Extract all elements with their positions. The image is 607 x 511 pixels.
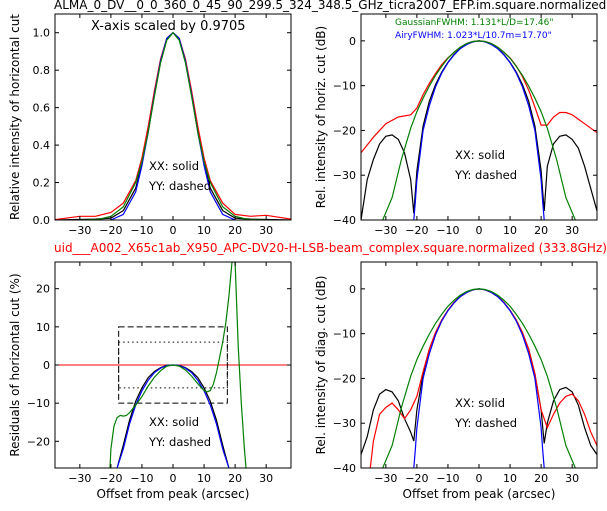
x-tick-label: −30 <box>374 224 397 237</box>
x-tick-label: −20 <box>405 472 428 485</box>
y-tick-label: 20 <box>36 283 50 296</box>
x-tick-label: 10 <box>197 472 211 485</box>
legend-line: XX: solid <box>455 148 505 162</box>
y-tick-label: 10 <box>36 321 50 334</box>
x-tick-label: 0 <box>170 472 177 485</box>
x-tick-label: −20 <box>405 224 428 237</box>
y-tick-label: −20 <box>333 372 356 385</box>
x-tick-label: 20 <box>534 472 548 485</box>
figure-title-top: ALMA_0_DV__0_0_360_0_45_90_299.5_324_348… <box>54 0 606 12</box>
x-tick-label: −20 <box>99 224 122 237</box>
y-axis-label: Residuals of horizontal cut (%) <box>8 273 22 456</box>
scale-annotation: X-axis scaled by 0.9705 <box>91 19 246 34</box>
x-tick-label: 10 <box>503 224 517 237</box>
x-tick-label: 30 <box>259 224 273 237</box>
y-tick-label: −40 <box>333 462 356 475</box>
y-tick-label: −10 <box>333 328 356 341</box>
panel-bottom-left: −30 −20 −10 0 10 20 30 20 10 0 −10 −20 Residuals of … <box>8 261 292 501</box>
x-tick-label: 0 <box>476 224 483 237</box>
panel-top-left: −30 −20 −10 0 10 20 30 0.0 0.2 0.4 0.6 0.8 1.0 Relati… <box>8 13 292 237</box>
series-line-3 <box>79 31 267 220</box>
y-tick-label: 0 <box>349 35 356 48</box>
y-tick-label: 0.4 <box>33 139 51 152</box>
y-tick-label: −20 <box>333 124 356 137</box>
y-tick-label: 0.8 <box>33 64 51 77</box>
legend-line: YY: dashed <box>454 416 517 430</box>
y-tick-label: 0.2 <box>33 177 51 190</box>
x-tick-label: 20 <box>228 224 242 237</box>
panel-top-right: −30 −20 −10 0 10 20 30 0 −10 −20 −30 −40 Rel. intens… <box>314 13 598 237</box>
x-tick-label: 30 <box>565 224 579 237</box>
legend-line: XX: solid <box>149 159 199 173</box>
y-tick-label: −30 <box>333 417 356 430</box>
x-tick-label: 10 <box>503 472 517 485</box>
x-tick-label: −10 <box>436 472 459 485</box>
y-tick-label: −10 <box>27 397 50 410</box>
x-axis-label: Offset from peak (arcsec) <box>97 487 250 501</box>
x-tick-label: −20 <box>99 472 122 485</box>
tolerance-box-dotted <box>118 341 228 389</box>
y-tick-label: −20 <box>27 435 50 448</box>
legend-line: XX: solid <box>149 415 199 429</box>
panel-bottom-right: −30 −20 −10 0 10 20 30 0 −10 −20 −30 −40 Rel. intens… <box>314 261 598 501</box>
series-line-2 <box>109 262 247 468</box>
y-tick-label: −10 <box>333 80 356 93</box>
x-tick-label: −30 <box>68 472 91 485</box>
y-tick-label: 0 <box>349 283 356 296</box>
legend-line: XX: solid <box>455 396 505 410</box>
x-tick-label: −10 <box>436 224 459 237</box>
series-line-0 <box>361 40 597 220</box>
y-axis-label: Rel. intensity of horiz. cut (dB) <box>314 26 328 208</box>
y-tick-label: 0.0 <box>33 214 51 227</box>
series-line-2 <box>413 40 545 220</box>
x-tick-label: 30 <box>565 472 579 485</box>
x-axis-label: Offset from peak (arcsec) <box>403 487 556 501</box>
y-tick-label: 0 <box>43 359 50 372</box>
x-tick-label: 10 <box>197 224 211 237</box>
x-tick-label: 0 <box>170 224 177 237</box>
x-tick-label: −10 <box>130 224 153 237</box>
series-line-3 <box>382 288 576 468</box>
y-tick-label: 1.0 <box>33 27 51 40</box>
legend-line: YY: dashed <box>148 179 211 193</box>
airy-fwhm-label: AiryFWHM: 1.023*L/10.7m=17.70" <box>395 31 552 41</box>
figure-title-mid: uid___A002_X65c1ab_X950_APC-DV20-H-LSB-b… <box>54 241 607 255</box>
y-axis-label: Relative intensity of horizontal cut <box>8 14 22 220</box>
y-axis-label: Rel. intensity of diag. cut (dB) <box>314 276 328 455</box>
series-line-3 <box>382 40 576 220</box>
x-tick-label: 20 <box>534 224 548 237</box>
y-tick-label: 0.6 <box>33 102 51 115</box>
x-tick-label: 20 <box>228 472 242 485</box>
x-tick-label: 30 <box>259 472 273 485</box>
x-tick-label: −10 <box>130 472 153 485</box>
series-line-1 <box>369 288 597 468</box>
legend-line: YY: dashed <box>454 168 517 182</box>
gaussian-fwhm-label: GaussianFWHM: 1.131*L/D=17.46" <box>395 18 553 28</box>
plot-frame <box>360 261 598 469</box>
x-tick-label: 0 <box>476 472 483 485</box>
plot-frame <box>360 13 598 221</box>
x-tick-label: −30 <box>374 472 397 485</box>
y-tick-label: −30 <box>333 169 356 182</box>
y-tick-label: −40 <box>333 214 356 227</box>
x-tick-label: −30 <box>68 224 91 237</box>
legend-line: YY: dashed <box>148 435 211 449</box>
series-line-2 <box>413 288 545 468</box>
